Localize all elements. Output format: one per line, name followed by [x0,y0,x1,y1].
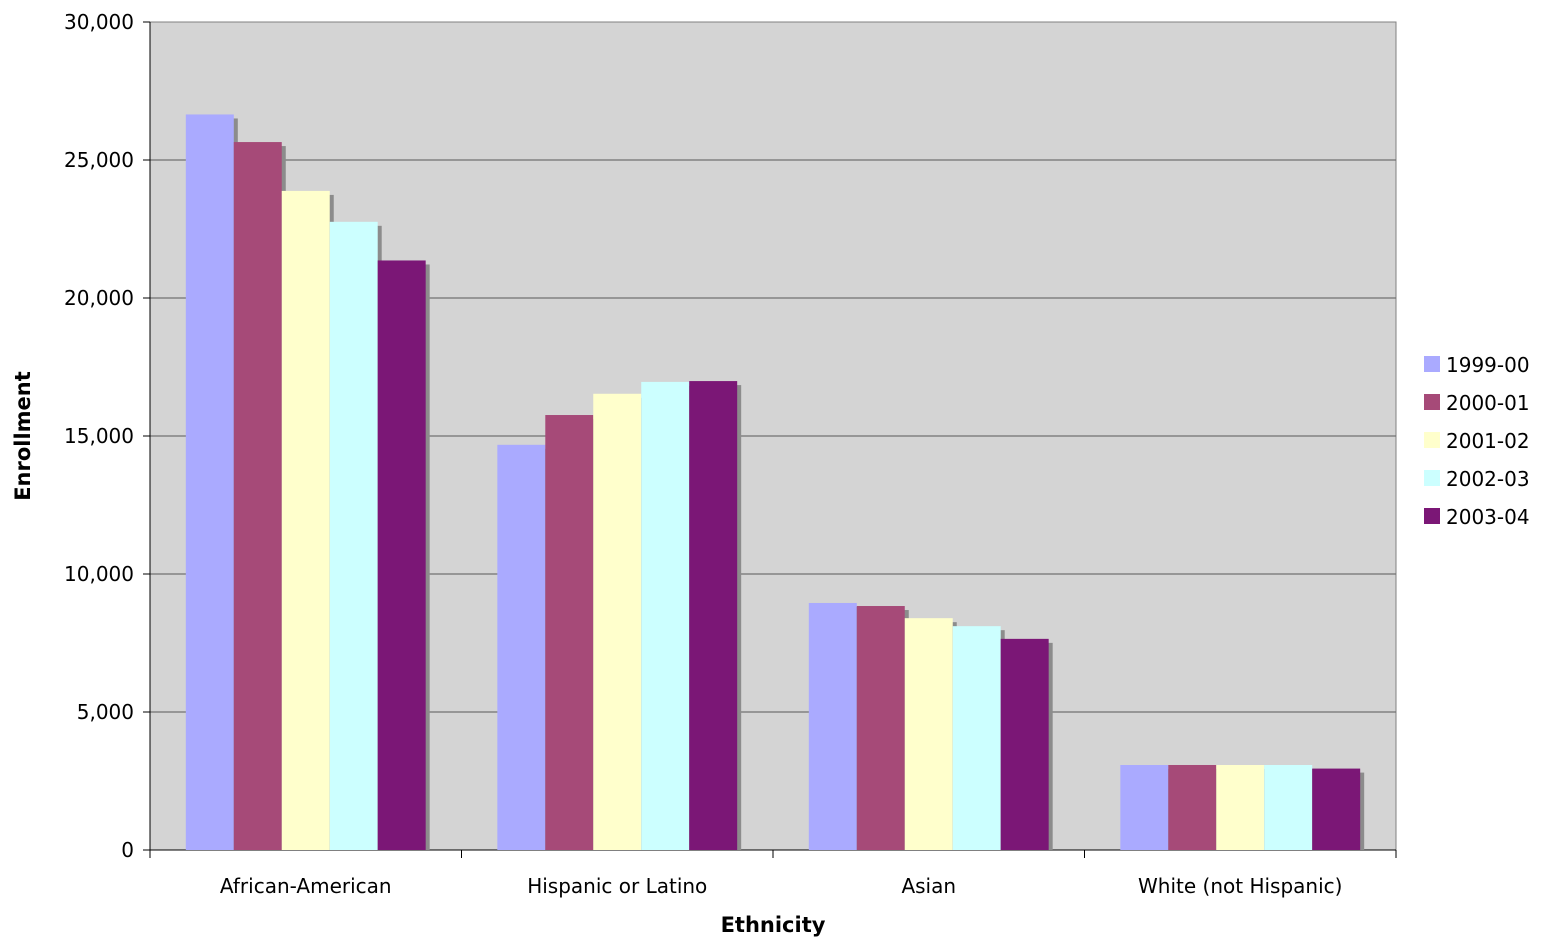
bar [545,415,594,850]
bar [593,393,642,850]
bar [1000,638,1049,850]
bar [689,381,738,850]
x-axis-title: Ethnicity [721,913,826,937]
y-tick-label: 25,000 [64,148,134,172]
y-tick-label: 10,000 [64,562,134,586]
legend-label: 2002-03 [1446,467,1530,491]
legend-swatch [1424,470,1440,486]
bar [1312,768,1361,850]
legend-label: 2000-01 [1446,391,1530,415]
legend-swatch [1424,432,1440,448]
x-tick-label: White (not Hispanic) [1138,874,1342,898]
x-axis: African-American Hispanic or Latino Asian W… [149,849,1397,898]
bar [1216,764,1265,850]
legend-label: 2001-02 [1446,429,1530,453]
bar [641,381,690,850]
y-tick-label: 30,000 [64,10,134,34]
bar [185,114,234,850]
y-tick-label: 5,000 [77,700,134,724]
x-tick-label: African-American [220,874,392,898]
legend: 1999-00 2000-01 2001-02 2002-03 2003-04 [1424,353,1530,529]
y-tick-label: 0 [121,838,134,862]
bar [952,626,1001,850]
bar [1264,764,1313,850]
x-tick-label: Hispanic or Latino [527,874,707,898]
bar [329,221,378,851]
bar [233,142,282,850]
y-tick-label: 15,000 [64,424,134,448]
bars [185,114,1365,851]
bar [281,190,330,851]
y-tick-label: 20,000 [64,286,134,310]
bar [808,602,857,850]
legend-swatch [1424,394,1440,410]
bar [1168,764,1217,850]
bar [377,260,426,850]
legend-swatch [1424,508,1440,524]
legend-swatch [1424,356,1440,372]
bar [904,618,953,850]
y-axis: 0 5,000 10,000 15,000 20,000 25,000 30,000 [64,10,151,862]
x-tick-label: Asian [901,874,956,898]
legend-label: 1999-00 [1446,353,1530,377]
y-axis-title: Enrollment [11,371,35,501]
bar [856,606,905,850]
bar [497,444,546,850]
bar [1120,764,1169,850]
legend-label: 2003-04 [1446,505,1530,529]
